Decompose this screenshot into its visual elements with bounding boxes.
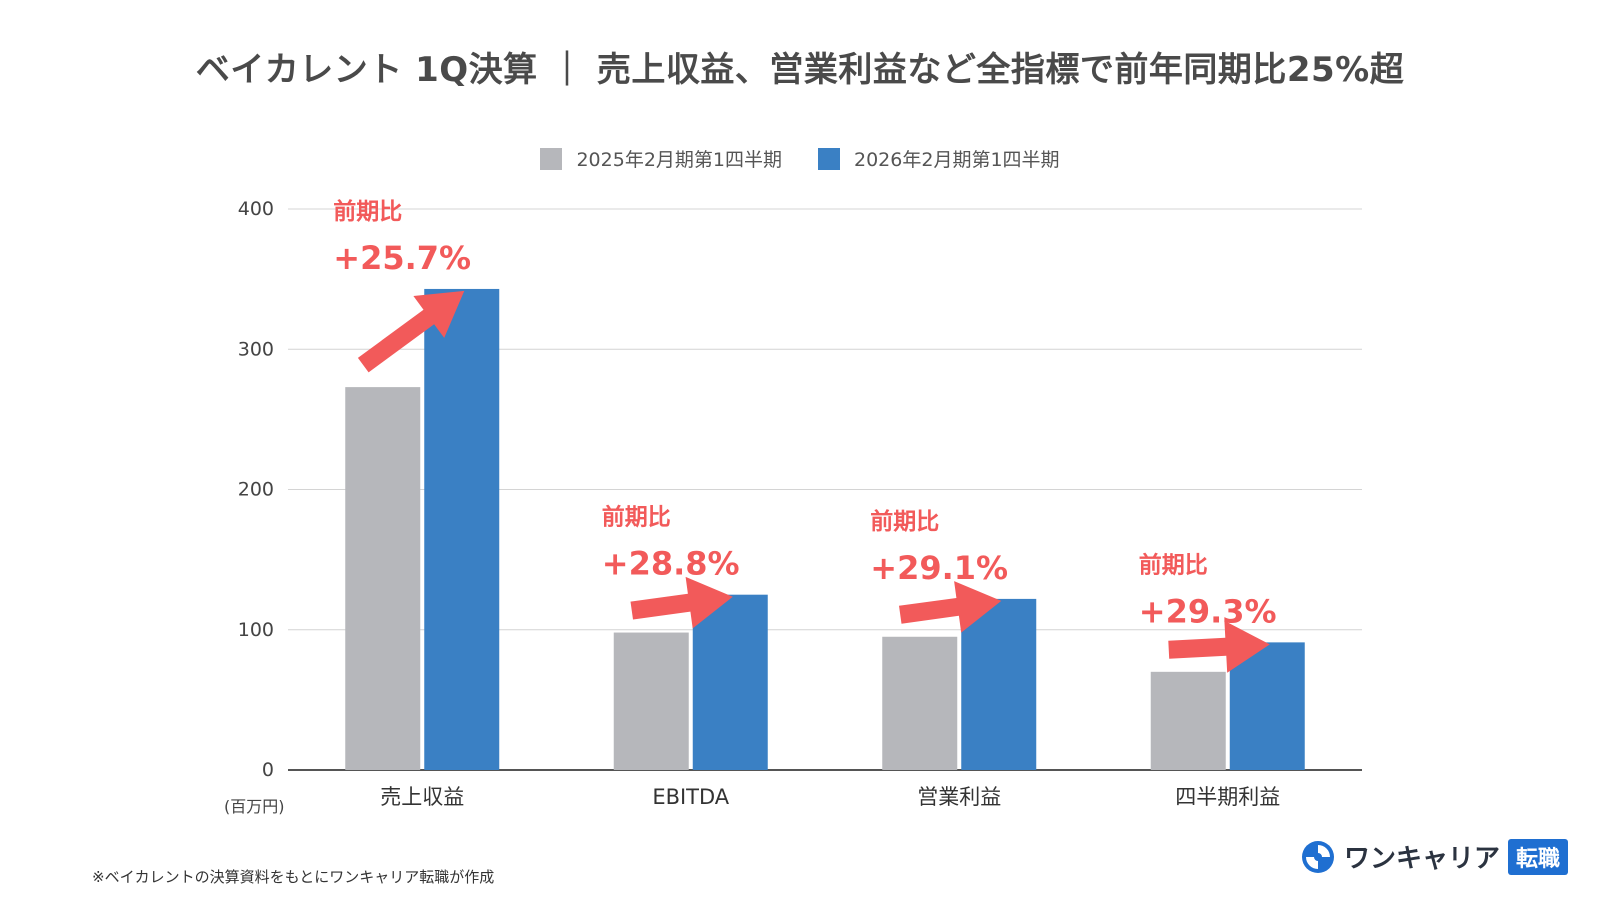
- brand-logo: ワンキャリア 転職: [1300, 838, 1568, 875]
- legend-label-prev: 2025年2月期第1四半期: [576, 149, 782, 171]
- growth-arrow-icon: [630, 576, 733, 629]
- y-tick-label: 200: [238, 479, 274, 501]
- x-tick-label: 四半期利益: [1175, 785, 1280, 809]
- legend-item-prev: 2025年2月期第1四半期: [540, 145, 782, 172]
- x-tick-label: EBITDA: [652, 785, 729, 809]
- annotation-value: +29.1%: [870, 549, 1008, 587]
- annotation-label: 前期比: [870, 508, 939, 535]
- y-tick-label: 400: [238, 198, 274, 220]
- legend: 2025年2月期第1四半期 2026年2月期第1四半期: [0, 145, 1600, 172]
- annotation-label: 前期比: [602, 504, 671, 531]
- x-tick-label: 営業利益: [917, 785, 1001, 809]
- bar-prev: [613, 632, 689, 770]
- legend-swatch-prev: [540, 147, 563, 170]
- x-tick-label: 売上収益: [380, 785, 464, 809]
- bar-curr: [424, 288, 500, 770]
- bar-curr: [692, 594, 768, 770]
- legend-label-curr: 2026年2月期第1四半期: [854, 149, 1060, 171]
- annotation-value: +28.8%: [602, 545, 740, 583]
- legend-swatch-curr: [818, 147, 840, 170]
- y-tick-label: 100: [238, 619, 274, 641]
- annotation-label: 前期比: [1139, 551, 1208, 578]
- annotation-label: 前期比: [333, 198, 402, 225]
- y-axis-unit: (百万円): [224, 797, 285, 816]
- bar-prev: [345, 387, 421, 770]
- bar-prev: [882, 636, 958, 770]
- chart-title: ベイカレント 1Q決算 ｜ 売上収益、営業利益など全指標で前年同期比25%超: [195, 50, 1405, 90]
- brand-name: ワンキャリア: [1343, 844, 1500, 874]
- bar-curr: [961, 598, 1037, 770]
- growth-arrow-icon: [357, 290, 465, 373]
- growth-arrow-icon: [1168, 620, 1270, 673]
- annotation-value: +29.3%: [1139, 592, 1277, 630]
- bar-prev: [1150, 671, 1226, 770]
- brand-badge: 転職: [1507, 838, 1568, 875]
- growth-arrow-icon: [899, 581, 1002, 633]
- bar-curr: [1229, 642, 1305, 770]
- y-tick-label: 300: [238, 338, 274, 360]
- footnote: ※ベイカレントの決算資料をもとにワンキャリア転職が作成: [92, 868, 495, 886]
- legend-item-curr: 2026年2月期第1四半期: [818, 145, 1060, 172]
- y-tick-label: 0: [262, 759, 274, 781]
- annotation-value: +25.7%: [333, 239, 471, 277]
- brand-swirl-icon: [1301, 840, 1334, 873]
